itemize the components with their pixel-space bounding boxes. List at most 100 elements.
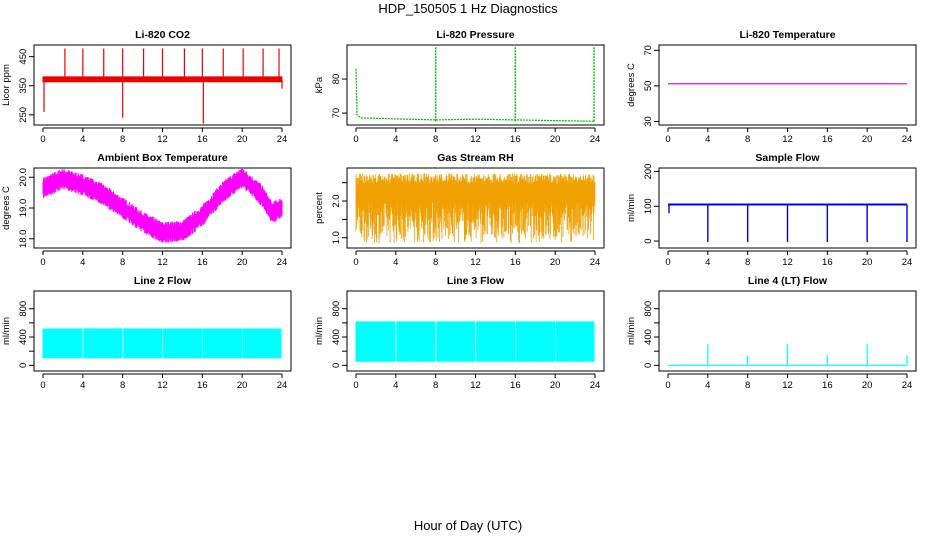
x-tick-label: 16 (822, 257, 833, 268)
x-tick-label: 20 (237, 257, 248, 268)
panel-5: Gas Stream RH 0 4 8 12 16 20 24 1.0 2.0 percent (314, 152, 605, 268)
y-tick-label: 200 (643, 164, 654, 180)
y-axis-title: kPa (314, 76, 325, 93)
y-tick-label: 400 (643, 329, 654, 345)
y-tick-label: 0 (643, 238, 654, 243)
y-tick-label: 30 (643, 116, 654, 127)
y-axis-title: ml/min (1, 317, 12, 345)
data-series (355, 173, 596, 244)
x-tick-label: 16 (822, 380, 833, 391)
x-tick-label: 8 (433, 134, 438, 145)
y-tick-label: 70 (331, 108, 342, 119)
x-tick-label: 0 (353, 380, 358, 391)
x-tick-label: 0 (40, 380, 45, 391)
x-tick-label: 24 (902, 257, 913, 268)
x-tick-label: 4 (705, 134, 710, 145)
x-tick-label: 20 (237, 380, 248, 391)
x-tick-label: 4 (393, 380, 398, 391)
x-tick-label: 24 (277, 380, 288, 391)
data-series (355, 321, 595, 362)
x-tick-label: 24 (590, 134, 601, 145)
panel-1: Li-820 CO2 0 4 8 12 16 20 24 250 350 450 Licor ppm (1, 29, 292, 145)
x-tick-label: 8 (433, 380, 438, 391)
x-tick-label: 20 (550, 257, 561, 268)
data-series (42, 48, 283, 124)
data-series (355, 46, 595, 122)
plot-frame (658, 44, 917, 126)
data-series (668, 203, 908, 243)
y-tick-label: 400 (18, 329, 29, 345)
y-tick-label: 18.0 (18, 230, 29, 249)
x-tick-label: 8 (120, 134, 125, 145)
x-tick-label: 12 (470, 257, 481, 268)
data-series (42, 328, 282, 359)
x-tick-label: 20 (237, 134, 248, 145)
y-tick-label: 450 (18, 49, 29, 65)
x-tick-label: 20 (862, 380, 873, 391)
panel-6: Sample Flow 0 4 8 12 16 20 24 0 100 200 ml/min (626, 152, 917, 268)
x-tick-label: 12 (157, 257, 168, 268)
y-axis-title: ml/min (626, 317, 637, 345)
y-axis-title: ml/min (626, 194, 637, 222)
x-tick-label: 8 (120, 380, 125, 391)
panel-title: Line 4 (LT) Flow (748, 275, 828, 287)
y-tick-label: 0 (18, 363, 29, 368)
x-tick-label: 4 (80, 134, 85, 145)
x-tick-label: 16 (197, 257, 208, 268)
panel-8: Line 3 Flow 0 4 8 12 16 20 24 0 400 800 ml/min (314, 275, 605, 391)
y-tick-label: 250 (18, 107, 29, 123)
x-tick-label: 4 (80, 380, 85, 391)
panel-9: Line 4 (LT) Flow 0 4 8 12 16 20 24 0 400 800 ml/min (626, 275, 917, 391)
x-tick-label: 16 (822, 134, 833, 145)
x-tick-label: 4 (705, 380, 710, 391)
y-tick-label: 20.0 (18, 168, 29, 187)
y-tick-label: 400 (331, 329, 342, 345)
x-tick-label: 12 (470, 380, 481, 391)
x-tick-label: 4 (393, 257, 398, 268)
y-tick-label: 0 (331, 363, 342, 368)
series-band (355, 173, 596, 244)
x-tick-label: 12 (782, 380, 793, 391)
x-tick-label: 4 (705, 257, 710, 268)
y-tick-label: 350 (18, 78, 29, 94)
x-tick-label: 24 (902, 134, 913, 145)
x-tick-label: 8 (433, 257, 438, 268)
x-tick-label: 4 (80, 257, 85, 268)
x-tick-label: 8 (745, 257, 750, 268)
y-axis-title: Licor ppm (1, 64, 12, 106)
panel-title: Li-820 Pressure (436, 29, 514, 41)
y-tick-label: 70 (643, 45, 654, 56)
panel-title: Li-820 Temperature (739, 29, 835, 41)
y-tick-label: 19.0 (18, 199, 29, 218)
x-tick-label: 0 (353, 257, 358, 268)
x-tick-label: 0 (665, 380, 670, 391)
panel-title: Gas Stream RH (437, 152, 513, 164)
x-tick-label: 24 (590, 257, 601, 268)
y-axis-title: percent (314, 192, 325, 224)
x-tick-label: 12 (157, 380, 168, 391)
x-tick-label: 20 (862, 257, 873, 268)
x-tick-label: 0 (40, 134, 45, 145)
x-tick-label: 0 (665, 134, 670, 145)
x-tick-label: 4 (393, 134, 398, 145)
x-tick-label: 0 (353, 134, 358, 145)
y-tick-label: 2.0 (331, 194, 342, 207)
panel-2: Li-820 Pressure 0 4 8 12 16 20 24 70 80 kPa (314, 29, 605, 145)
y-axis-title: ml/min (314, 317, 325, 345)
data-series (42, 169, 283, 243)
panel-title: Sample Flow (755, 152, 820, 164)
x-tick-label: 8 (745, 134, 750, 145)
plot-frame (346, 44, 605, 126)
y-tick-label: 50 (643, 81, 654, 92)
y-axis-title: degrees C (626, 63, 637, 107)
x-tick-label: 12 (470, 134, 481, 145)
y-tick-label: 0 (643, 363, 654, 368)
x-tick-label: 8 (745, 380, 750, 391)
y-tick-label: 800 (331, 301, 342, 317)
x-tick-label: 24 (590, 380, 601, 391)
y-tick-label: 100 (643, 198, 654, 214)
x-tick-label: 16 (510, 134, 521, 145)
x-tick-label: 12 (157, 134, 168, 145)
